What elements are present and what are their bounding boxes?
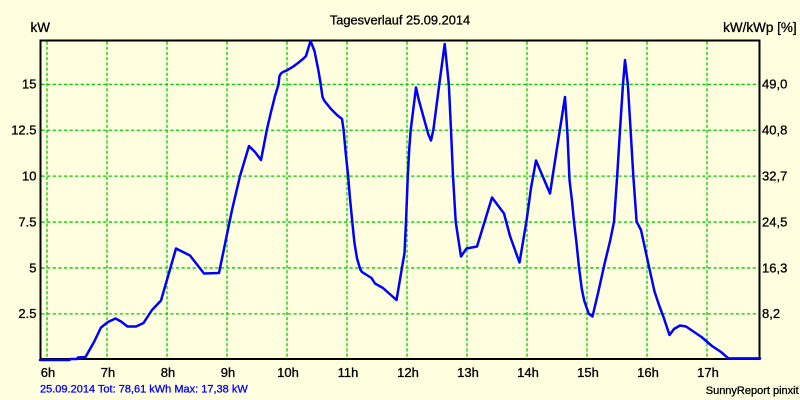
- svg-text:2.5: 2.5: [18, 306, 36, 321]
- svg-text:24,5: 24,5: [762, 214, 787, 229]
- svg-text:9h: 9h: [221, 365, 235, 380]
- svg-text:12h: 12h: [397, 365, 419, 380]
- svg-text:kW: kW: [31, 20, 51, 35]
- svg-text:11h: 11h: [338, 365, 359, 380]
- svg-text:7h: 7h: [101, 365, 115, 380]
- svg-text:Tagesverlauf 25.09.2014: Tagesverlauf 25.09.2014: [330, 12, 470, 27]
- svg-text:16,3: 16,3: [762, 260, 787, 275]
- svg-text:SunnyReport pinxit: SunnyReport pinxit: [706, 385, 799, 397]
- svg-text:13h: 13h: [457, 365, 479, 380]
- svg-text:17h: 17h: [697, 365, 719, 380]
- svg-text:10h: 10h: [277, 365, 299, 380]
- svg-text:12.5: 12.5: [11, 123, 36, 138]
- svg-text:25.09.2014 Tot: 78,61 kWh Max:: 25.09.2014 Tot: 78,61 kWh Max: 17,38 kW: [40, 384, 248, 396]
- svg-text:6h: 6h: [41, 365, 55, 380]
- svg-text:16h: 16h: [637, 365, 659, 380]
- svg-text:32,7: 32,7: [762, 169, 787, 184]
- svg-text:14h: 14h: [517, 365, 539, 380]
- svg-text:15: 15: [22, 77, 36, 92]
- svg-text:7.5: 7.5: [18, 214, 36, 229]
- svg-text:kW/kWp [%]: kW/kWp [%]: [723, 20, 797, 35]
- svg-text:8,2: 8,2: [762, 306, 780, 321]
- svg-text:49,0: 49,0: [762, 77, 787, 92]
- svg-text:5: 5: [29, 260, 36, 275]
- svg-text:15h: 15h: [577, 365, 599, 380]
- svg-text:10: 10: [22, 169, 36, 184]
- svg-text:8h: 8h: [161, 365, 175, 380]
- svg-text:40,8: 40,8: [762, 123, 787, 138]
